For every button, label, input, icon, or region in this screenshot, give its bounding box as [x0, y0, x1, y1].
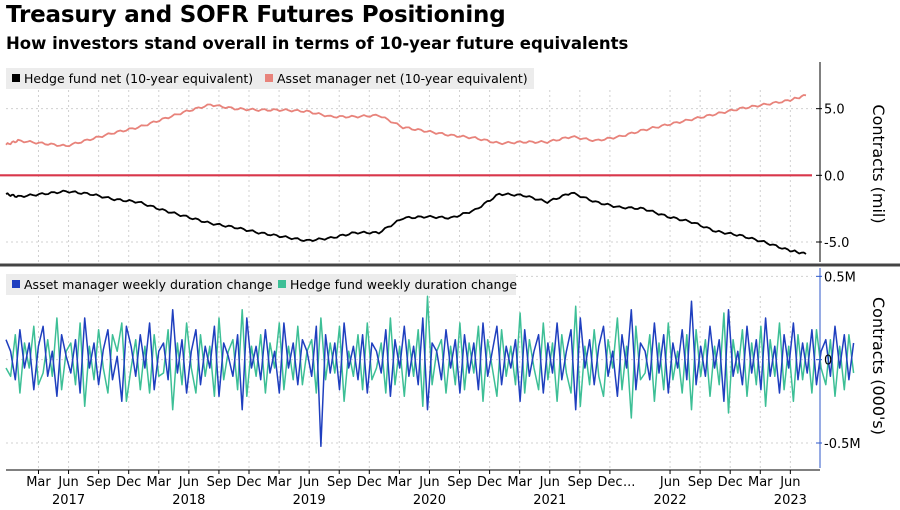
legend-swatch-asset-net [265, 74, 273, 82]
lower-legend-box [6, 274, 516, 295]
upper-y-axis-label: Contracts (mil) [869, 104, 888, 223]
x-year-label-6: 2023 [774, 493, 807, 508]
x-tick-label-17: Jun [539, 475, 560, 490]
x-tick-label-19: Dec [597, 475, 622, 490]
x-tick-label-1: Jun [57, 475, 78, 490]
x-tick-label-15: Dec [477, 475, 502, 490]
axis-layer: 5.0 0.0 -5.0 0.5M 0 -0.5M Mar Jun Sep Dec Mar Jun Se… [0, 62, 900, 508]
x-tick-label-24: Mar [748, 475, 773, 490]
legend-label-asset-net: Asset manager net (10-year equivalent) [277, 71, 528, 86]
y-tick-label-1-0: 0.5M [824, 270, 856, 285]
x-tick-label-10: Sep [327, 475, 352, 490]
x-year-label-3: 2020 [413, 493, 446, 508]
series-line-1-0 [5, 300, 855, 448]
x-tick-label-16: Mar [507, 475, 532, 490]
x-tick-label-2: Sep [86, 475, 111, 490]
y-tick-label-0-0: 5.0 [824, 103, 845, 118]
x-year-label-1: 2018 [172, 493, 205, 508]
x-tick-label-0: Mar [26, 475, 51, 490]
y-tick-label-0-2: -5.0 [824, 236, 849, 251]
x-tick-label-5: Jun [178, 475, 199, 490]
x-year-label-5: 2022 [654, 493, 687, 508]
x-tick-label-7: Dec [236, 475, 261, 490]
x-tick-label-12: Mar [387, 475, 412, 490]
legend-swatch-asset-weekly [12, 280, 20, 288]
legend-swatch-hedge-net [12, 74, 20, 82]
x-tick-label-21: Jun [659, 475, 680, 490]
x-tick-label-4: Mar [147, 475, 172, 490]
x-tick-label-13: Jun [418, 475, 439, 490]
x-tick-label-22: Sep [688, 475, 713, 490]
y-tick-label-1-1: 0 [824, 354, 832, 369]
series-line-0-1 [5, 94, 807, 148]
y-tick-label-1-2: -0.5M [824, 437, 861, 452]
legend-swatch-hedge-weekly [278, 280, 286, 288]
x-year-label-2: 2019 [293, 493, 326, 508]
x-tick-label-25: Jun [779, 475, 800, 490]
legend-label-hedge-weekly: Hedge fund weekly duration change [290, 277, 517, 292]
y-tick-label-0-1: 0.0 [824, 169, 845, 184]
marks-layer [0, 94, 855, 448]
x-year-label-0: 2017 [52, 493, 85, 508]
legend-label-asset-weekly: Asset manager weekly duration change [24, 277, 273, 292]
x-tick-label-3: Dec [116, 475, 141, 490]
lower-y-axis-label: Contracts (000's) [869, 297, 888, 435]
page-subtitle: How investors stand overall in terms of … [6, 34, 629, 53]
x-tick-label-14: Sep [447, 475, 472, 490]
x-tick-label-11: Dec [357, 475, 382, 490]
x-tick-label-18: Sep [568, 475, 593, 490]
series-line-1-1 [5, 295, 855, 419]
x-tick-label-8: Mar [267, 475, 292, 490]
page-title: Treasury and SOFR Futures Positioning [6, 2, 506, 28]
x-tick-label-20: ... [623, 475, 635, 490]
x-tick-label-23: Dec [718, 475, 743, 490]
series-line-0-0 [5, 189, 807, 255]
x-tick-label-9: Jun [298, 475, 319, 490]
x-year-label-4: 2021 [533, 493, 566, 508]
legend-label-hedge-net: Hedge fund net (10-year equivalent) [24, 71, 253, 86]
x-tick-label-6: Sep [207, 475, 232, 490]
